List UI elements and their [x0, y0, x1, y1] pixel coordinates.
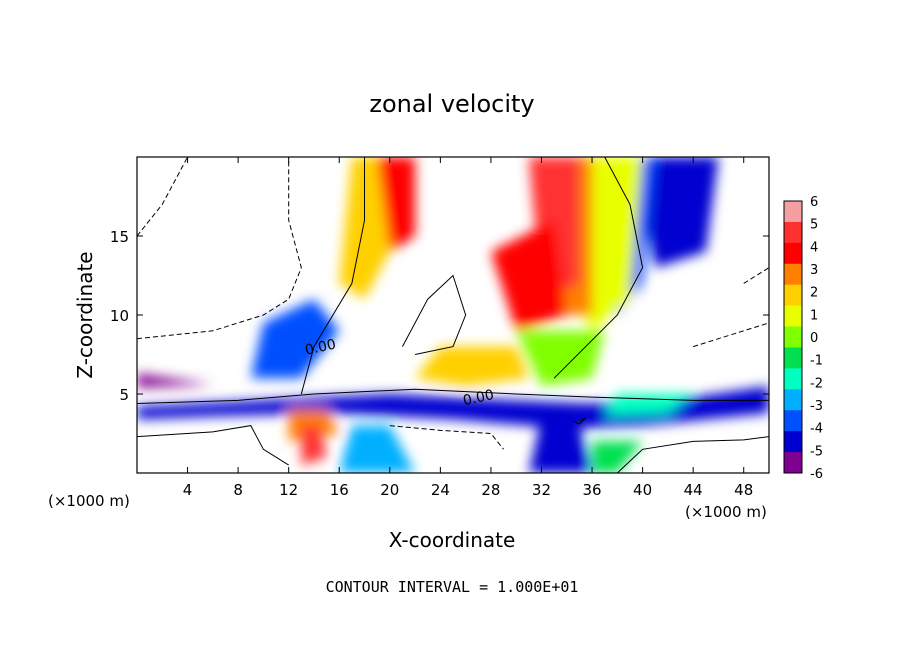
colorbar-swatch-0 [784, 201, 802, 223]
contour-line-4 [572, 417, 587, 425]
colorbar-swatch-8 [784, 368, 802, 390]
contour-line-8 [137, 157, 189, 237]
x-tick-label-7: 32 [532, 481, 551, 499]
colorbar-label-10: -4 [810, 422, 823, 437]
field-region-10 [301, 425, 327, 466]
colorbar-swatch-11 [784, 431, 802, 453]
x-axis-unit: (×1000 m) [685, 503, 767, 521]
y-axis-label: Z-coordinate [73, 251, 97, 378]
x-tick-label-10: 44 [684, 481, 703, 499]
contour-interval-text: CONTOUR INTERVAL = 1.000E+01 [326, 578, 579, 596]
x-axis-ticks: 4 8 12 16 20 24 28 32 36 40 44 48 [183, 157, 753, 499]
contour-line-1 [300, 157, 366, 395]
contour-line-5 [137, 425, 289, 466]
plot-area [137, 157, 769, 473]
colorbar-swatch-7 [784, 347, 802, 369]
contour-line-7 [137, 157, 302, 340]
contour-line-6 [616, 436, 769, 473]
field-region-5 [528, 417, 593, 473]
colorbar-label-3: 3 [810, 263, 818, 278]
x-tick-label-11: 48 [734, 481, 753, 499]
chart-title: zonal velocity [369, 90, 534, 118]
x-tick-label-4: 20 [380, 481, 399, 499]
y-axis-ticks: 5 10 15 [110, 228, 769, 404]
colorbar-swatch-6 [784, 326, 802, 348]
colorbar-label-8: -2 [810, 376, 823, 391]
contour-line-2 [553, 157, 644, 379]
colorbar-swatch-10 [784, 410, 802, 432]
contour-line-9 [693, 322, 769, 348]
field-region-16 [516, 330, 605, 387]
colorbar-swatch-2 [784, 242, 802, 265]
contour-labels: 0.00 0.00 [304, 337, 496, 410]
y-tick-label-2: 15 [110, 228, 129, 246]
colorbar: 6 5 4 3 2 1 0 -1 -2 -3 -4 -5 -6 [783, 195, 823, 482]
field-region-3 [642, 157, 719, 268]
colorbar-swatch-5 [784, 305, 802, 328]
colorbar-label-1: 5 [810, 218, 818, 233]
y-tick-label-1: 10 [110, 307, 129, 325]
colorbar-label-2: 4 [810, 240, 818, 255]
field-region-8 [377, 157, 416, 252]
x-tick-label-1: 8 [233, 481, 243, 499]
x-tick-label-3: 16 [330, 481, 349, 499]
contour-line-0 [137, 388, 769, 404]
colorbar-frame [783, 200, 803, 474]
colorbar-swatch-3 [784, 263, 802, 286]
velocity-field [137, 157, 769, 473]
contour-label-1: 0.00 [462, 387, 496, 409]
field-region-2 [250, 299, 340, 379]
x-tick-label-0: 4 [183, 481, 193, 499]
contour-line-3 [401, 274, 467, 355]
colorbar-swatch-12 [784, 452, 802, 474]
colorbar-label-0: 6 [810, 195, 818, 210]
x-tick-label-8: 36 [582, 481, 601, 499]
x-tick-label-9: 40 [633, 481, 652, 499]
field-region-11 [415, 346, 529, 387]
contour-lines [137, 157, 769, 473]
field-region-6 [339, 425, 416, 473]
y-axis-unit: (×1000 m) [48, 492, 130, 510]
colorbar-label-11: -5 [810, 444, 823, 459]
y-tick-label-0: 5 [119, 386, 129, 404]
contour-line-11 [743, 267, 769, 284]
x-tick-label-5: 24 [431, 481, 450, 499]
field-region-18 [592, 441, 643, 473]
field-region-0 [137, 386, 769, 429]
colorbar-swatch-9 [784, 389, 802, 411]
colorbar-label-6: 0 [810, 331, 818, 346]
field-region-1 [137, 373, 213, 388]
contour-label-0: 0.00 [304, 337, 338, 359]
colorbar-label-5: 1 [810, 308, 818, 323]
colorbar-label-12: -6 [810, 467, 823, 482]
colorbar-label-4: 2 [810, 286, 818, 301]
x-tick-label-2: 12 [279, 481, 298, 499]
colorbar-label-7: -1 [810, 354, 823, 369]
colorbar-swatch-1 [784, 221, 802, 244]
x-tick-label-6: 28 [481, 481, 500, 499]
colorbar-label-9: -3 [810, 399, 823, 414]
x-axis-label: X-coordinate [389, 528, 516, 552]
field-region-15 [490, 220, 567, 331]
contour-line-10 [389, 425, 504, 450]
colorbar-swatch-4 [784, 284, 802, 307]
